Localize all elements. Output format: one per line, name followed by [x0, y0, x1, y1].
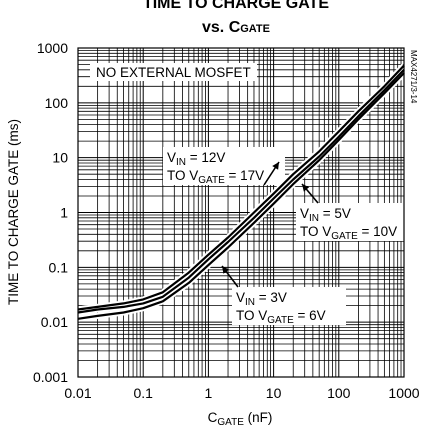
y-tick-label: 100	[45, 95, 69, 111]
chart-title-line2: vs. CGATE	[202, 19, 270, 36]
x-tick-label: 1000	[388, 385, 419, 401]
annotation-vin3-line1: VIN = 3V	[236, 290, 287, 308]
annotation-vin5-box	[296, 203, 410, 241]
annotation-no-mosfet-text: NO EXTERNAL MOSFET	[96, 65, 251, 80]
x-tick-label: 0.1	[133, 385, 153, 401]
series-line-3	[77, 72, 405, 320]
y-tick-label: 0.001	[33, 369, 68, 385]
annotation-vin3: VIN = 3V TO VGATE = 6V	[232, 287, 346, 326]
chart-title-line1: TIME TO CHARGE GATE	[143, 0, 329, 12]
x-tick-label: 10	[266, 385, 282, 401]
annotation-vin3-line2: TO VGATE = 6V	[236, 308, 326, 326]
annotation-vin3-box	[232, 287, 346, 325]
x-tick-label: 1	[205, 385, 213, 401]
y-tick-label: 1	[60, 205, 68, 221]
x-tick-label: 100	[327, 385, 351, 401]
annotation-vin5-line2: TO VGATE = 10V	[300, 224, 397, 242]
x-axis-label: CGATE (nF)	[208, 410, 273, 428]
y-tick-label: 1000	[37, 40, 68, 56]
annotation-vin12: VIN = 12V TO VGATE = 17V	[163, 147, 285, 186]
y-tick-label: 10	[52, 150, 68, 166]
y-tick-label: 0.1	[49, 259, 69, 275]
annotation-no-mosfet-box	[90, 63, 257, 81]
series-group	[77, 63, 407, 322]
annotation-vin12-line1: VIN = 12V	[167, 150, 225, 168]
series-line-2	[77, 69, 405, 314]
arrow-vin12-head	[272, 162, 279, 170]
annotation-arrows	[221, 161, 319, 288]
annotation-vin12-line2: TO VGATE = 17V	[167, 168, 264, 186]
plot-frame	[77, 47, 405, 378]
annotation-no-mosfet: NO EXTERNAL MOSFET	[90, 63, 257, 81]
y-tick-label: 0.01	[41, 314, 68, 330]
arrow-vin3-head	[222, 266, 230, 274]
arrow-vin5-head	[302, 184, 310, 192]
y-axis-label: TIME TO CHARGE GATE (ms)	[6, 119, 21, 305]
x-tick-label: 0.01	[64, 385, 91, 401]
annotation-vin5: VIN = 5V TO VGATE = 10V	[296, 203, 410, 242]
annotation-vin12-box	[163, 147, 285, 185]
figure-id: MAX4271/3-14	[409, 50, 418, 104]
series-line-1	[77, 64, 405, 311]
annotation-vin5-line1: VIN = 5V	[300, 206, 351, 224]
